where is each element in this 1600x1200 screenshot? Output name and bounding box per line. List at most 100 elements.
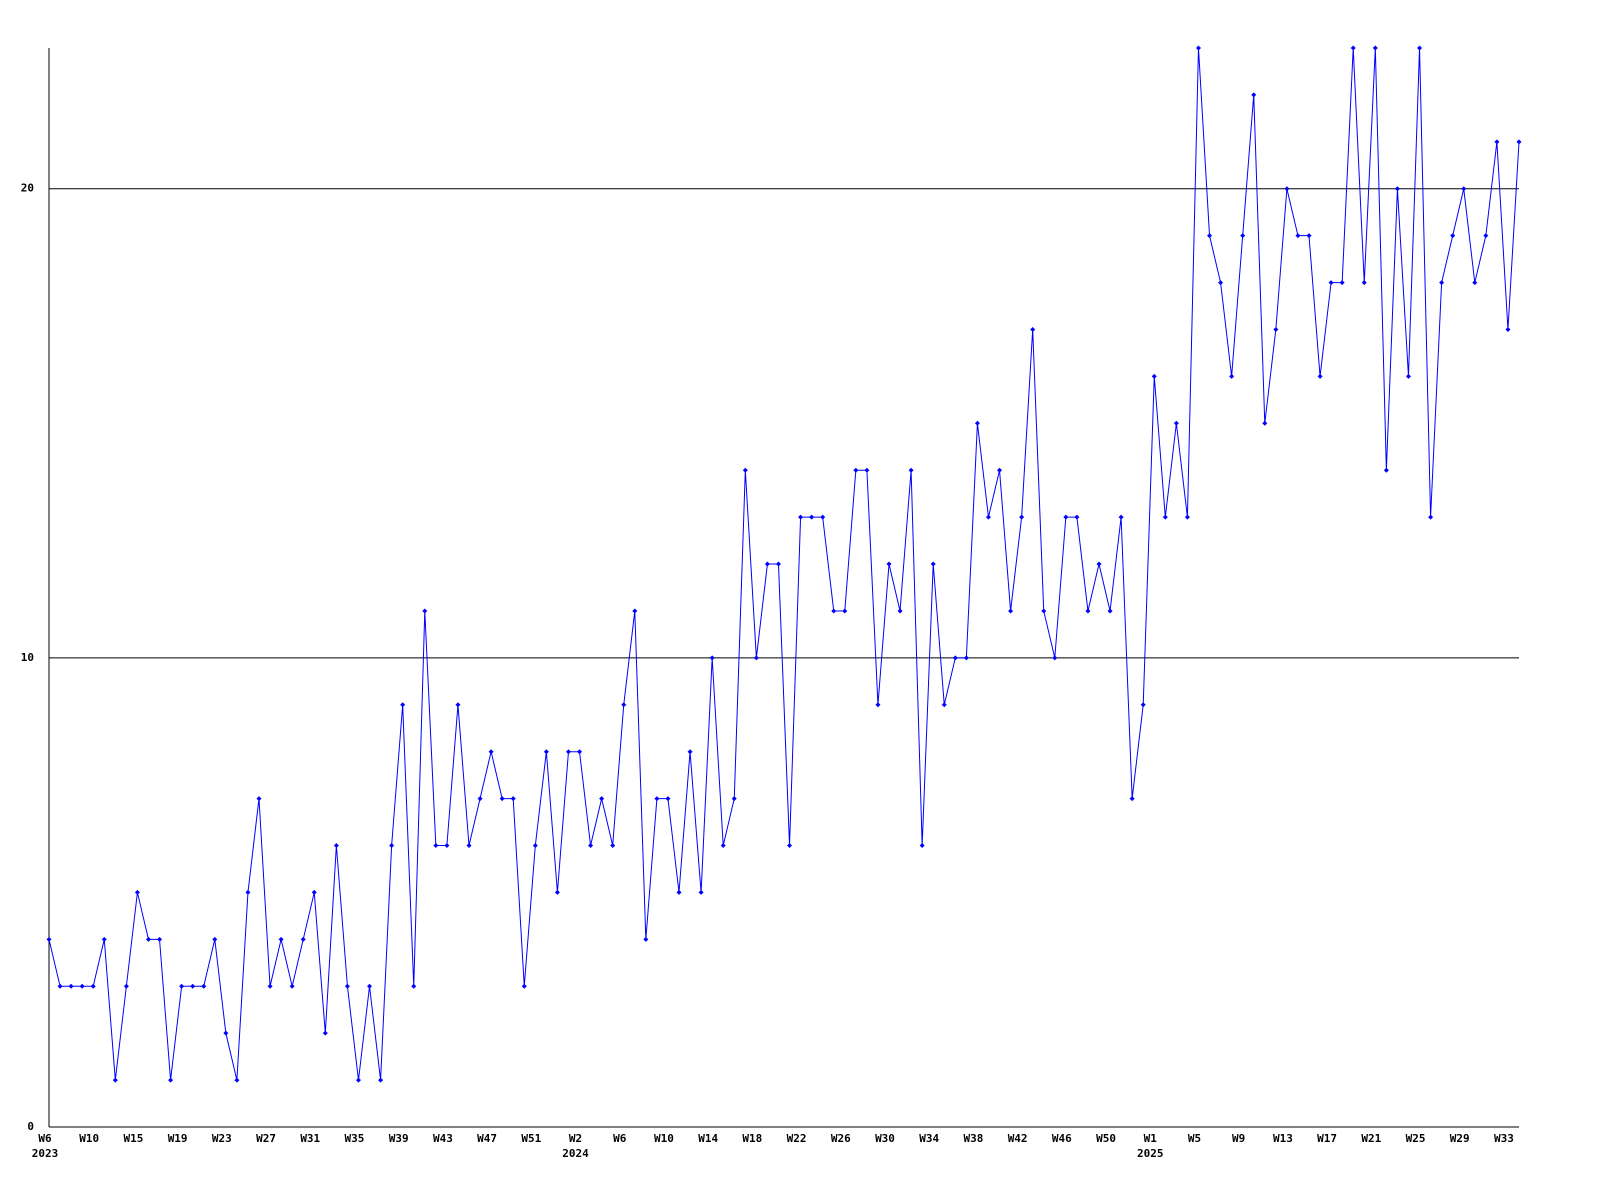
- x-tick-label: W15: [123, 1132, 143, 1145]
- point: [952, 655, 958, 661]
- point: [665, 796, 671, 802]
- point: [333, 843, 339, 849]
- point: [1207, 233, 1213, 239]
- point: [256, 796, 262, 802]
- point: [322, 1030, 328, 1036]
- point: [886, 561, 892, 567]
- x-tick-label: W17: [1317, 1132, 1337, 1145]
- point: [201, 983, 207, 989]
- point: [1417, 45, 1423, 51]
- point: [1096, 561, 1102, 567]
- x-tick-label: W21: [1361, 1132, 1381, 1145]
- point: [1195, 45, 1201, 51]
- point: [720, 843, 726, 849]
- x-tick-label: W2: [569, 1132, 582, 1145]
- point: [621, 702, 627, 708]
- point: [963, 655, 969, 661]
- point: [908, 467, 914, 473]
- point: [709, 655, 715, 661]
- point: [1328, 280, 1334, 286]
- x-tick-label: W10: [79, 1132, 99, 1145]
- point: [190, 983, 196, 989]
- x-tick-label: W10: [654, 1132, 674, 1145]
- point: [941, 702, 947, 708]
- point: [1350, 45, 1356, 51]
- y-tick-label: 0: [27, 1120, 34, 1133]
- point: [433, 843, 439, 849]
- point: [145, 936, 151, 942]
- x-tick-label: W19: [168, 1132, 188, 1145]
- point: [1317, 373, 1323, 379]
- point: [1107, 608, 1113, 614]
- point: [1505, 326, 1511, 332]
- x-tick-label: W14: [698, 1132, 718, 1145]
- point: [499, 796, 505, 802]
- point: [90, 983, 96, 989]
- x-tick-label: W22: [787, 1132, 807, 1145]
- x-tick-label: W13: [1273, 1132, 1293, 1145]
- x-tick-label: W51: [521, 1132, 541, 1145]
- point: [1361, 280, 1367, 286]
- x-tick-label: W50: [1096, 1132, 1116, 1145]
- point: [1450, 233, 1456, 239]
- point: [1052, 655, 1058, 661]
- point: [654, 796, 660, 802]
- x-tick-label: W42: [1008, 1132, 1028, 1145]
- x-tick-label: W46: [1052, 1132, 1072, 1145]
- point: [400, 702, 406, 708]
- point: [698, 889, 704, 895]
- point: [842, 608, 848, 614]
- point: [798, 514, 804, 520]
- x-year-label: 2025: [1137, 1147, 1164, 1160]
- point: [168, 1077, 174, 1083]
- point: [1295, 233, 1301, 239]
- point: [245, 889, 251, 895]
- x-year-label: 2023: [32, 1147, 59, 1160]
- x-year-label: 2024: [562, 1147, 589, 1160]
- point: [731, 796, 737, 802]
- x-tick-label: W35: [345, 1132, 365, 1145]
- point: [1140, 702, 1146, 708]
- x-tick-label: W38: [963, 1132, 983, 1145]
- point: [123, 983, 129, 989]
- point: [1439, 280, 1445, 286]
- point: [764, 561, 770, 567]
- point: [355, 1077, 361, 1083]
- point: [278, 936, 284, 942]
- point: [897, 608, 903, 614]
- x-tick-label: W39: [389, 1132, 409, 1145]
- point: [1218, 280, 1224, 286]
- point: [1273, 326, 1279, 332]
- point: [610, 843, 616, 849]
- point: [1008, 608, 1014, 614]
- point: [985, 514, 991, 520]
- x-tick-label: W43: [433, 1132, 453, 1145]
- point: [974, 420, 980, 426]
- point: [1306, 233, 1312, 239]
- point: [1229, 373, 1235, 379]
- point: [134, 889, 140, 895]
- point: [1394, 186, 1400, 192]
- point: [676, 889, 682, 895]
- point: [57, 983, 63, 989]
- point: [1262, 420, 1268, 426]
- y-tick-label: 20: [21, 182, 34, 195]
- point: [510, 796, 516, 802]
- point: [809, 514, 815, 520]
- point: [753, 655, 759, 661]
- point: [477, 796, 483, 802]
- point: [1483, 233, 1489, 239]
- point: [101, 936, 107, 942]
- point: [742, 467, 748, 473]
- point: [687, 749, 693, 755]
- x-tick-label: W25: [1406, 1132, 1426, 1145]
- point: [643, 936, 649, 942]
- point: [775, 561, 781, 567]
- point: [1383, 467, 1389, 473]
- point: [521, 983, 527, 989]
- x-tick-label: W1: [1144, 1132, 1158, 1145]
- point: [488, 749, 494, 755]
- point: [930, 561, 936, 567]
- point: [853, 467, 859, 473]
- point: [1041, 608, 1047, 614]
